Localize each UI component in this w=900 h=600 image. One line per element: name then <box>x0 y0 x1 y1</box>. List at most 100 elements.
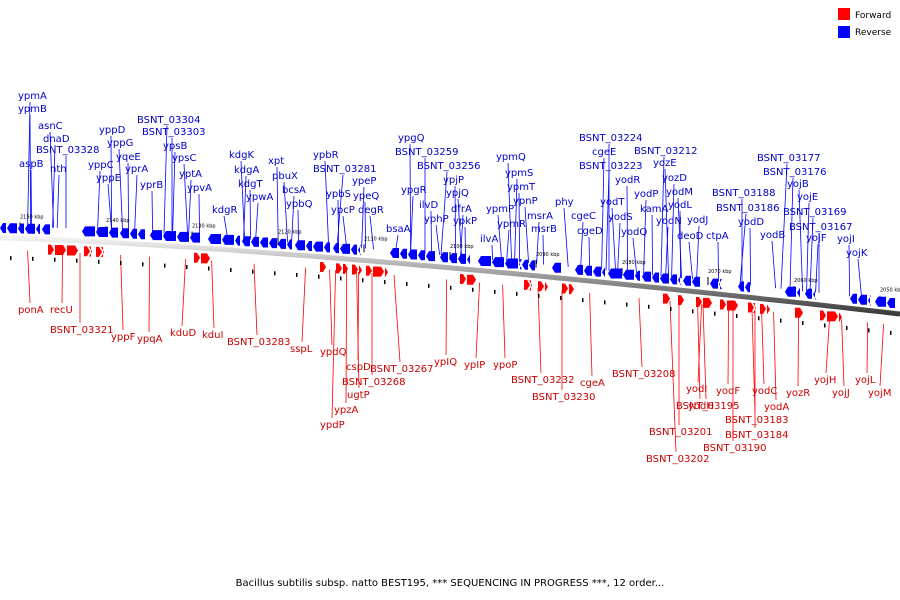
reverse-gene-label-bsnt-03212: BSNT_03212 <box>634 146 697 157</box>
reverse-gene-label-nth: nth <box>50 164 67 175</box>
reverse-gene-label-ypbq: ypbQ <box>286 199 313 210</box>
reverse-gene-label-ypms: ypmS <box>505 168 533 179</box>
reverse-gene-label-kama: kamA <box>640 204 668 215</box>
forward-gene-label-bsnt-03232: BSNT_03232 <box>511 375 574 386</box>
forward-gene-label-ypdq: ypdQ <box>320 347 347 358</box>
reverse-label-leader <box>717 241 719 283</box>
reverse-label-leader <box>97 170 101 230</box>
reverse-label-leader <box>651 214 653 276</box>
forward-gene-label-bsnt-03183: BSNT_03183 <box>725 415 788 426</box>
reverse-gene-label-bsnt-03188: BSNT_03188 <box>712 188 775 199</box>
reverse-gene-label-cgec: cgeC <box>571 211 596 222</box>
forward-label-leader <box>697 304 702 383</box>
reverse-label-leader <box>172 151 176 235</box>
reverse-gene-label-yphp: yphP <box>424 214 449 225</box>
frame-mark <box>648 304 650 309</box>
reverse-gene-arrow <box>313 241 323 252</box>
frame-mark <box>780 318 782 323</box>
reverse-gene-label-dfra: dfrA <box>451 204 472 215</box>
reverse-gene-label-ypra: yprA <box>125 164 148 175</box>
forward-gene-arrow <box>524 279 530 290</box>
reverse-gene-arrow <box>887 297 895 308</box>
reverse-label-leader <box>815 243 819 293</box>
reverse-gene-arrow <box>875 296 886 307</box>
reverse-label-leader <box>297 209 299 244</box>
reverse-gene-label-deod: deoD <box>677 231 704 242</box>
reverse-gene-arrow <box>251 236 259 247</box>
reverse-gene-arrow <box>519 259 522 270</box>
reverse-gene-arrow <box>745 282 750 293</box>
forward-label-leader <box>181 258 186 327</box>
reverse-gene-label-bsnt-03328: BSNT_03328 <box>36 145 99 156</box>
tick-label: 2110 kbp <box>364 236 388 242</box>
forward-gene-arrow <box>366 265 372 276</box>
forward-gene-arrow <box>101 247 104 258</box>
forward-label-leader <box>537 287 542 374</box>
reverse-gene-label-ypnp: ypnP <box>513 196 538 207</box>
reverse-gene-label-asnc: asnC <box>38 121 63 132</box>
forward-gene-arrow <box>460 273 466 284</box>
reverse-label-leader <box>291 195 295 243</box>
reverse-gene-arrow <box>400 248 407 259</box>
reverse-gene-label-ypwa: ypwA <box>246 192 273 203</box>
reverse-gene-arrow <box>552 262 561 273</box>
reverse-gene-arrow <box>150 230 162 241</box>
reverse-label-leader <box>283 181 288 243</box>
reverse-label-leader <box>460 214 464 257</box>
reverse-gene-arrow <box>177 231 189 242</box>
forward-gene-arrow <box>320 262 326 273</box>
reverse-gene-label-bsnt-03281: BSNT_03281 <box>313 164 376 175</box>
reverse-label-leader <box>249 189 251 240</box>
forward-gene-arrow <box>720 299 726 310</box>
reverse-gene-label-ypmp: ypmP <box>486 204 514 215</box>
reverse-gene-arrow <box>850 293 857 304</box>
reverse-gene-arrow <box>130 228 137 239</box>
reverse-gene-label-ypcp: ypcP <box>331 205 355 216</box>
forward-gene-label-bsnt-03230: BSNT_03230 <box>532 392 595 403</box>
reverse-label-leader <box>107 183 112 231</box>
reverse-gene-arrow <box>858 294 867 305</box>
figure-caption: Bacillus subtilis subsp. natto BEST195, … <box>235 578 665 589</box>
reverse-gene-arrow <box>163 230 176 241</box>
forward-gene-label-ugtp: ugtP <box>347 390 370 401</box>
reverse-gene-arrow <box>295 240 305 251</box>
frame-mark <box>296 272 298 277</box>
forward-gene-label-yppf: yppF <box>111 332 136 343</box>
kbp-ticks: 2150 kbp 2140 kbp 2130 kbp 2120 kbp 2110 kbp… <box>10 214 900 335</box>
forward-gene-arrow <box>748 302 754 313</box>
reverse-gene-label-yodp: yodP <box>634 189 658 200</box>
reverse-gene-label-ypsc: ypsC <box>172 153 196 164</box>
reverse-gene-label-bsnt-03186: BSNT_03186 <box>716 203 779 214</box>
legend-reverse-label: Reverse <box>855 28 892 38</box>
reverse-label-leader <box>29 114 31 227</box>
reverse-gene-label-bsnt-03223: BSNT_03223 <box>579 161 642 172</box>
reverse-label-leader <box>806 202 810 292</box>
reverse-label-leader <box>464 226 466 258</box>
reverse-gene-arrow <box>351 244 357 255</box>
forward-gene-arrow <box>89 246 92 257</box>
reverse-label-leader <box>30 169 32 227</box>
frame-mark <box>252 269 254 274</box>
forward-gene-label-bsnt-03321: BSNT_03321 <box>50 325 113 336</box>
reverse-gene-label-bsnt-03304: BSNT_03304 <box>137 115 200 126</box>
reverse-gene-arrow <box>642 271 651 282</box>
forward-gene-arrow <box>569 284 574 295</box>
reverse-label-leader <box>506 229 510 262</box>
reverse-label-leader <box>677 197 682 279</box>
reverse-gene-arrow <box>660 273 669 284</box>
reverse-gene-arrow <box>287 239 292 250</box>
forward-label-leader <box>329 269 333 346</box>
reverse-gene-label-yoje: yojE <box>797 192 818 203</box>
reverse-gene-label-yoze: yozE <box>653 158 677 169</box>
reverse-label-leader <box>664 168 669 277</box>
reverse-gene-label-bsnt-03224: BSNT_03224 <box>579 133 642 144</box>
reverse-gene-arrow <box>467 254 470 265</box>
frame-mark <box>186 265 188 270</box>
forward-gene-label-bsnt-03195: BSNT_03195 <box>676 401 739 412</box>
forward-gene-label-yodi: yodI <box>686 384 707 395</box>
reverse-gene-label-ctpa: ctpA <box>706 231 729 242</box>
frame-mark <box>582 298 584 303</box>
forward-gene-label-kdud: kduD <box>170 328 196 339</box>
forward-gene-label-yodh: yodH <box>688 401 714 412</box>
reverse-label-leader <box>134 174 138 232</box>
